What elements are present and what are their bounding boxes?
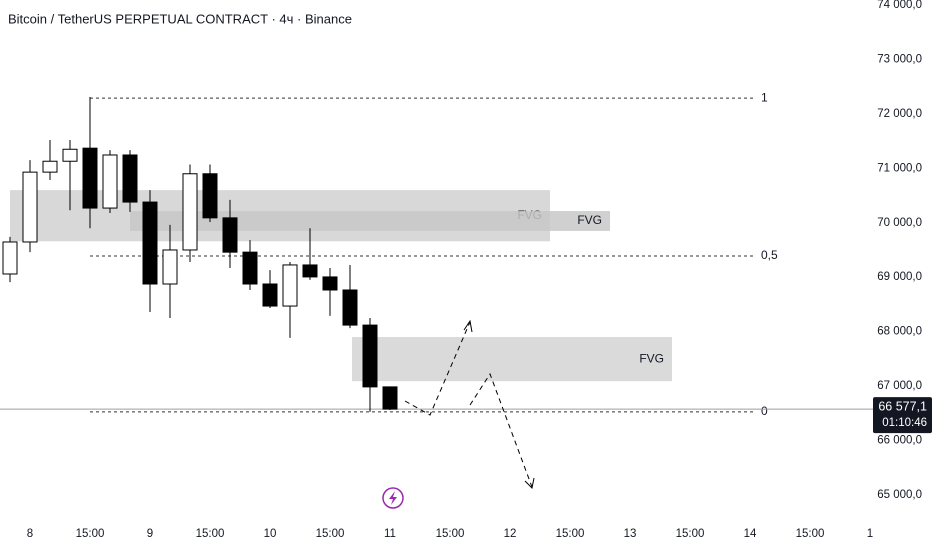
candles: [2, 97, 398, 412]
axes: 65 000,0 66 000,0 67 000,0 68 000,0 69 000,0…: [27, 0, 932, 540]
candle-body: [202, 173, 218, 219]
level-label: 0: [761, 404, 768, 418]
candle-body: [182, 173, 198, 251]
event-bolt[interactable]: [389, 491, 397, 505]
x-tick-label: 15:00: [436, 528, 465, 540]
zones: FVGFVGFVG: [10, 190, 672, 382]
projection: [404, 319, 535, 490]
x-tick-label: 14: [744, 528, 757, 540]
last-price-label: 66 577,1: [878, 399, 927, 413]
candle-body: [302, 264, 318, 278]
x-tick-label: 15:00: [676, 528, 705, 540]
candle-body: [362, 324, 378, 388]
fvg-label: FVG: [639, 351, 664, 365]
x-tick-label: 12: [504, 528, 517, 540]
candle-body: [382, 386, 398, 410]
last-price-badge: [873, 397, 932, 434]
y-tick-label: 70 000,0: [877, 217, 922, 229]
y-tick-label: 71 000,0: [877, 162, 922, 174]
candle-body: [42, 160, 58, 173]
y-tick-label: 67 000,0: [877, 380, 922, 392]
x-tick-label: 15:00: [556, 528, 585, 540]
y-tick-label: 72 000,0: [877, 108, 922, 120]
candle-body: [162, 249, 178, 285]
y-tick-label: 68 000,0: [877, 326, 922, 338]
levels: 10,50: [0, 90, 875, 418]
level-label: 0,5: [761, 248, 778, 262]
arrow-head: [463, 319, 473, 333]
y-tick-label: 73 000,0: [877, 53, 922, 65]
level-label: 1: [761, 90, 768, 104]
candle-body: [22, 171, 38, 243]
event-icon[interactable]: [382, 487, 404, 509]
y-tick-label: 74 000,0: [877, 0, 922, 11]
countdown-label: 01:10:46: [882, 417, 927, 429]
fvg-zone: [130, 211, 610, 231]
x-tick-label: 15:00: [316, 528, 345, 540]
fvg-label: FVG: [577, 213, 602, 227]
x-tick-label: 13: [624, 528, 637, 540]
chart-title: Bitcoin / TetherUS PERPETUAL CONTRACT · …: [8, 11, 352, 26]
candle-body: [242, 251, 258, 285]
candle-body: [282, 264, 298, 307]
arrow-head: [524, 477, 535, 490]
x-tick-label: 11: [384, 528, 396, 540]
x-tick-label: 15:00: [76, 528, 105, 540]
candle-body: [2, 241, 18, 275]
projection-path: [404, 321, 471, 416]
candle-body: [222, 217, 238, 253]
y-tick-label: 69 000,0: [877, 271, 922, 283]
x-tick-label: 15:00: [196, 528, 225, 540]
x-tick-label: 9: [147, 528, 153, 540]
x-tick-label: 10: [264, 528, 277, 540]
candle-body: [82, 147, 98, 209]
candle-body: [342, 289, 358, 326]
projection-path: [469, 372, 533, 488]
x-tick-label: 8: [27, 528, 33, 540]
candle-body: [122, 154, 138, 203]
candle-body: [102, 154, 118, 209]
fvg-zone: [352, 337, 672, 382]
candle-body: [322, 276, 338, 291]
x-tick-label: 1: [867, 528, 873, 540]
y-tick-label: 66 000,0: [877, 435, 922, 447]
candle-body: [62, 148, 78, 162]
y-tick-label: 65 000,0: [877, 489, 922, 501]
candle-body: [142, 201, 158, 285]
x-tick-label: 15:00: [796, 528, 825, 540]
candle-body: [262, 283, 278, 307]
